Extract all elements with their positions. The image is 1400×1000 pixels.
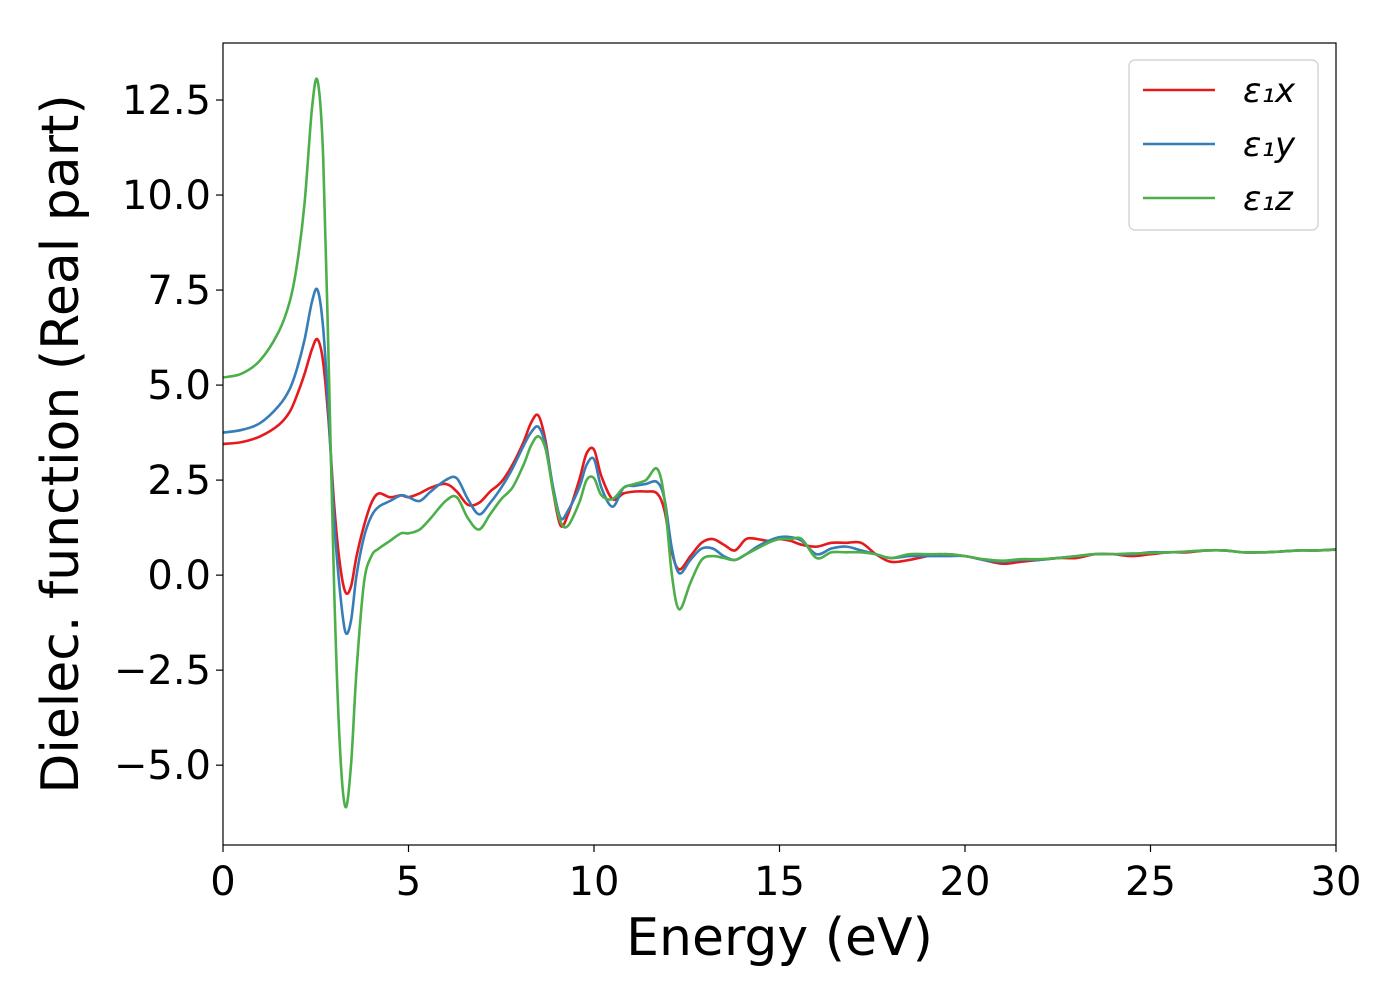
- y-tick-label: 0.0: [147, 553, 211, 599]
- y-tick-label: 10.0: [122, 173, 211, 219]
- series-group: [223, 77, 1336, 809]
- y-tick-label: 12.5: [122, 78, 211, 124]
- x-tick-label: 10: [569, 859, 620, 905]
- legend-box: [1128, 59, 1319, 231]
- y-axis-title: Dielec. function (Real part): [31, 94, 91, 793]
- y-tick-label: 7.5: [147, 268, 211, 314]
- axes: 0 5 10 15 20 25 30 −5.0 −2.5 0.0 2.5 5.0 7.5 10.0 12.5: [114, 42, 1362, 905]
- x-tick-label: 25: [1125, 859, 1176, 905]
- y-tick-label: −2.5: [114, 648, 211, 694]
- x-tick-label: 15: [754, 859, 805, 905]
- y-tick-label: 2.5: [147, 458, 211, 504]
- legend-label-3: ε₁z: [1243, 179, 1294, 219]
- legend-label-1: ε₁x: [1243, 71, 1296, 111]
- series-line-1: [223, 337, 1336, 596]
- x-tick-label: 5: [396, 859, 421, 905]
- x-tick-label: 20: [940, 859, 991, 905]
- y-tick-label: 5.0: [147, 363, 211, 409]
- series-line-3: [223, 77, 1336, 809]
- x-axis-title: Energy (eV): [626, 908, 933, 968]
- legend-label-2: ε₁y: [1243, 125, 1296, 165]
- y-tick-label: −5.0: [114, 743, 211, 789]
- legend: ε₁x ε₁y ε₁z: [1128, 59, 1319, 231]
- x-tick-label: 0: [210, 859, 235, 905]
- x-tick-label: 30: [1311, 859, 1362, 905]
- plot-area: [223, 77, 1336, 809]
- series-line-2: [223, 287, 1336, 636]
